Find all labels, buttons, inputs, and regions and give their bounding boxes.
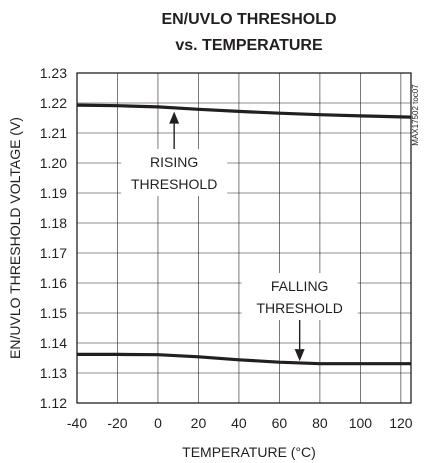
annotation-group: RISING THRESHOLD FALLING THRESHOLD <box>121 111 358 362</box>
x-tick-label: 100 <box>349 415 373 431</box>
falling-label-box <box>241 273 358 320</box>
x-tick-label: -20 <box>107 415 127 431</box>
chart-title-line-1: EN/UVLO THRESHOLD <box>161 11 336 28</box>
rising-label-line-2: THRESHOLD <box>131 176 217 192</box>
series-group <box>76 103 412 366</box>
y-tick-label: 1.23 <box>40 65 67 81</box>
rising-arrow-head <box>169 111 180 124</box>
figure-code: MAX17502 toc07 <box>411 84 420 146</box>
chart-title-line-2: vs. TEMPERATURE <box>175 37 323 54</box>
y-tick-label: 1.16 <box>40 275 67 291</box>
x-tick-label: 20 <box>191 415 207 431</box>
plot-frame <box>76 72 412 404</box>
x-tick-label: 120 <box>389 415 413 431</box>
falling-label-line-1: FALLING <box>271 278 329 294</box>
x-tick-label: 40 <box>231 415 247 431</box>
y-tick-label: 1.15 <box>40 305 67 321</box>
y-tick-label: 1.20 <box>40 155 67 171</box>
falling-label-line-2: THRESHOLD <box>256 300 342 316</box>
x-tick-label: 80 <box>312 415 328 431</box>
y-tick-label: 1.18 <box>40 215 67 231</box>
falling-arrow-head <box>294 349 305 362</box>
rising-label-line-1: RISING <box>150 154 198 170</box>
x-tick-labels: -40 -20 0 20 40 60 80 100 120 <box>67 415 413 431</box>
series-line-2 <box>77 352 411 366</box>
y-tick-labels: 1.12 1.13 1.14 1.15 1.16 1.17 1.18 1.19 1.20 1.21… <box>40 65 67 411</box>
y-tick-label: 1.17 <box>40 245 67 261</box>
x-tick-label: 0 <box>154 415 162 431</box>
y-axis-label: EN/UVLO THRESHOLD VOLTAGE (V) <box>7 117 23 359</box>
x-tick-label: -40 <box>67 415 87 431</box>
y-tick-label: 1.13 <box>40 365 67 381</box>
y-tick-label: 1.21 <box>40 125 67 141</box>
series-line-1 <box>76 103 412 119</box>
x-axis-label: TEMPERATURE (°C) <box>182 444 316 460</box>
rising-label-box <box>121 149 228 196</box>
y-tick-label: 1.19 <box>40 185 67 201</box>
y-tick-label: 1.14 <box>40 335 67 351</box>
y-tick-label: 1.12 <box>40 395 67 411</box>
x-tick-label: 60 <box>272 415 288 431</box>
grid <box>77 73 411 403</box>
y-tick-label: 1.22 <box>40 95 67 111</box>
